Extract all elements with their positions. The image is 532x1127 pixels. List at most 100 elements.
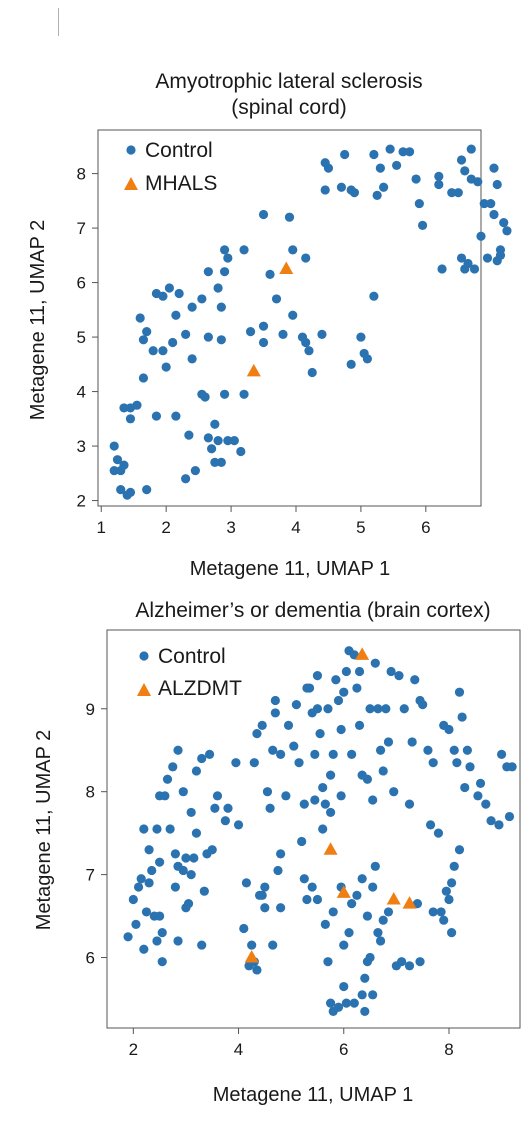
data-point-mhals [279,261,294,274]
data-point-control [307,367,317,378]
x-tick-label: 2 [129,1040,138,1059]
data-point-control [138,335,149,345]
data-point-control [489,163,499,173]
data-point-control [204,749,215,759]
data-point-control [178,787,188,797]
data-point-control [257,720,267,730]
data-point-control [128,894,138,905]
data-point-control [370,658,380,668]
data-point-control [447,878,457,888]
data-point-control [191,766,202,776]
data-point-control [184,430,194,440]
data-point-control [260,882,270,892]
data-point-control [434,171,444,181]
data-point-control [268,745,278,755]
data-point-control [207,444,217,454]
data-point-control [368,990,378,1000]
x-tick-label: 6 [421,518,430,537]
data-point-control [170,882,180,892]
data-point-control [457,712,467,722]
data-point-control [473,177,483,187]
data-point-control [141,907,152,917]
data-point-control [181,853,191,863]
data-point-control [462,745,472,755]
plot-frame [106,629,521,1029]
data-point-control [173,745,183,755]
data-point-control [210,419,220,429]
data-point-control [373,928,383,938]
data-point-control [142,327,152,337]
y-tick-label: 8 [86,783,95,802]
data-point-control [312,671,323,681]
data-point-control [116,485,126,495]
data-point-control [252,729,262,739]
legend-marker-alzdmt [137,683,151,696]
data-point-control [155,857,165,867]
data-point-control [339,687,349,697]
data-point-control [213,283,223,293]
data-point-control [375,163,385,173]
data-point-control [454,845,465,855]
data-point-control [399,704,409,714]
data-point-control [233,820,244,830]
corner-mark [58,8,59,36]
data-point-control [109,465,119,476]
data-point-control [276,849,286,859]
data-point-control [148,346,158,356]
data-point-control [236,446,246,457]
data-point-control [270,708,280,718]
data-point-control [301,337,311,348]
data-point-control [197,753,207,764]
data-point-control [125,414,136,424]
data-point-control [312,894,323,905]
data-point-control [119,403,129,413]
data-point-control [499,218,509,228]
data-point-control [197,940,207,950]
x-tick-label: 1 [97,518,106,537]
chart-title: Alzheimer’s or dementia (brain cortex) [135,599,490,622]
data-point-control [131,919,141,929]
data-point-control [444,894,454,905]
data-point-control [486,198,496,209]
data-point-control [216,302,226,312]
data-point-control [375,936,386,946]
data-point-control [294,758,304,768]
data-point-control [289,741,299,751]
data-point-control [428,758,438,768]
data-point-control [320,799,330,809]
data-point-control [170,849,180,859]
data-point-control [219,267,230,277]
data-point-control [404,961,415,971]
data-point-control [186,870,196,880]
data-point-control [151,411,162,421]
y-tick-label: 5 [77,328,86,347]
data-point-control [210,457,220,468]
data-point-control [136,874,146,884]
data-point-alzdmt [402,896,417,909]
data-point-control [271,294,282,304]
data-point-control [352,683,362,693]
data-point-control [171,310,181,320]
data-point-control [340,149,350,160]
chart-title: Amyotrophic lateral sclerosis [155,70,422,93]
data-point-control [328,1006,338,1017]
data-point-control [452,758,462,768]
data-point-control [152,824,162,834]
data-point-control [460,264,470,274]
data-point-control [362,774,373,784]
data-point-control [492,179,502,190]
data-point-control [219,245,230,255]
data-point-control [133,882,144,892]
data-point-control [317,329,327,339]
data-point-control [174,288,184,299]
data-point-control [223,803,233,813]
data-point-control [473,791,483,801]
data-point-control [369,149,379,160]
data-point-control [507,762,517,772]
data-point-control [354,720,365,730]
data-point-control [207,845,217,855]
data-point-control [190,465,200,476]
data-point-control [411,174,421,184]
data-point-control [203,332,213,342]
data-point-control [378,915,388,925]
